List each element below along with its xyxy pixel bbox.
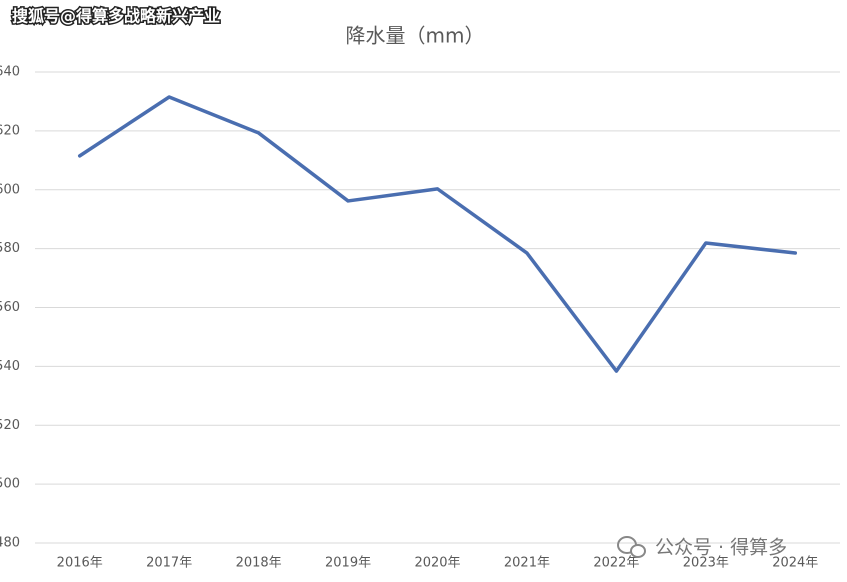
x-tick-label: 2017年: [146, 556, 192, 571]
y-tick-label: 620: [0, 123, 20, 138]
watermark: 搜狐号@得算多战略新兴产业: [12, 7, 220, 26]
chart-title: 降水量（mm）: [346, 24, 485, 48]
y-tick-label: 560: [0, 300, 20, 315]
x-tick-label: 2016年: [57, 556, 103, 571]
data-line: [77, 95, 798, 373]
x-tick-label: 2020年: [414, 556, 460, 571]
y-tick-label: 580: [0, 241, 20, 256]
x-tick-label: 2024年: [772, 556, 818, 571]
y-tick-label: 520: [0, 418, 20, 433]
y-tick-label: 500: [0, 477, 20, 492]
y-tick-label: 480: [0, 536, 20, 551]
x-tick-label: 2023年: [683, 556, 729, 571]
y-tick-label: 640: [0, 65, 20, 80]
x-tick-label: 2021年: [504, 556, 550, 571]
x-tick-label: 2019年: [325, 556, 371, 571]
watermark: 公众号 · 得算多: [655, 537, 787, 559]
y-tick-label: 600: [0, 182, 20, 197]
x-tick-label: 2018年: [236, 556, 282, 571]
x-tick-label: 2022年: [593, 556, 639, 571]
wechat-icon: [617, 536, 646, 558]
y-tick-label: 540: [0, 359, 20, 374]
